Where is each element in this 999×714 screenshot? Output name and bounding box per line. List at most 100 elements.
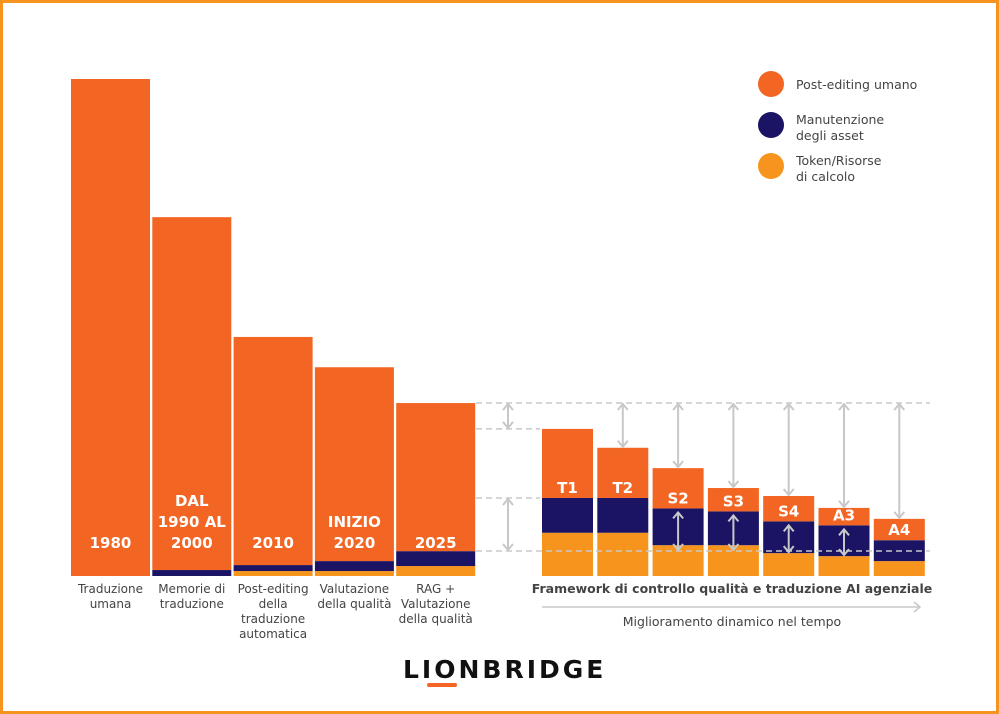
- agentic-bar-post-editing-segment: [652, 468, 704, 509]
- arrow-head-down: [502, 421, 514, 430]
- bar-label: A4: [888, 521, 910, 539]
- savings-arrow-icon: [727, 402, 740, 489]
- historical-bar-asset-maintenance-segment: [314, 561, 394, 572]
- agentic-bar-post-editing-segment: [542, 428, 593, 498]
- agentic-bar-asset-maintenance-segment: [597, 497, 649, 533]
- bar-label: T2: [612, 479, 633, 497]
- agentic-bar-post-editing-segment: [597, 447, 649, 498]
- legend-label: Post-editing umano: [796, 77, 917, 92]
- agentic-bar-post-editing-segment: [873, 518, 925, 541]
- historical-bar-asset-maintenance-segment: [152, 570, 232, 576]
- legend-label: di calcolo: [796, 169, 855, 184]
- historical-bar-asset-maintenance-segment: [233, 565, 313, 572]
- category-label: Traduzione: [77, 582, 143, 596]
- category-label: Valutazione: [401, 597, 471, 611]
- agentic-bar-tokens-segment: [542, 532, 593, 576]
- arrow-head-up: [502, 497, 514, 506]
- bar-label: A3: [833, 506, 855, 524]
- logo-underline: [427, 683, 457, 687]
- arrow-head-down: [502, 543, 514, 552]
- arrow-head-down: [727, 543, 740, 552]
- category-label: traduzione: [241, 612, 305, 626]
- historical-bar-tokens-segment: [233, 571, 313, 576]
- agentic-bar-post-editing-segment: [707, 488, 759, 512]
- historical-bar-post-editing-segment: [71, 79, 150, 576]
- savings-arrow-icon: [838, 402, 850, 509]
- agentic-bar-tokens-segment: [763, 553, 815, 576]
- arrow-head-down: [893, 511, 906, 520]
- arrow-head-down: [672, 543, 684, 552]
- arrow-head-up: [893, 402, 906, 411]
- time-arrow-head: [913, 601, 922, 613]
- arrow-head-up: [782, 523, 795, 532]
- arrow-head-down: [838, 548, 850, 557]
- asset-arrow-icon: [838, 527, 850, 557]
- arrow-head-up: [782, 402, 795, 411]
- agentic-bar-tokens-segment: [597, 532, 649, 576]
- bar-label: S3: [723, 492, 744, 510]
- category-label: della: [259, 597, 288, 611]
- historical-bar-post-editing-segment: [233, 336, 313, 566]
- arrow-head-down: [617, 440, 629, 449]
- bar-label: INIZIO: [328, 513, 381, 531]
- arrow-head-up: [838, 527, 850, 536]
- bar-label: DAL: [175, 492, 209, 510]
- historical-bar-post-editing-segment: [152, 217, 232, 571]
- historical-bar-post-editing-segment: [314, 367, 394, 562]
- arrow-head-down: [727, 480, 740, 489]
- agentic-bar-post-editing-segment: [763, 495, 815, 522]
- gap-arrow-icon: [502, 402, 514, 430]
- arrow-head-up: [672, 510, 684, 520]
- asset-arrow-icon: [672, 510, 684, 552]
- legend-swatch-asset-maintenance: [758, 112, 784, 138]
- agentic-bar-tokens-segment: [818, 556, 870, 576]
- arrow-head-up: [838, 402, 850, 411]
- bar-label: 2025: [415, 534, 457, 552]
- agentic-bar-tokens-segment: [873, 561, 925, 576]
- arrow-head-up: [672, 402, 684, 411]
- bar-label: 2000: [171, 534, 213, 552]
- historical-bar-tokens-segment: [314, 571, 394, 576]
- gap-arrow-icon: [502, 497, 514, 552]
- legend-swatch-post-editing: [758, 71, 784, 97]
- bar-label: S4: [778, 502, 799, 520]
- arrow-head-down: [672, 460, 684, 469]
- arrow-head-up: [727, 513, 740, 523]
- historical-bar-tokens-segment: [396, 566, 476, 576]
- category-label: della qualità: [399, 612, 473, 626]
- arrow-head-up: [617, 402, 629, 411]
- arrow-head-down: [782, 488, 795, 497]
- bar-label: 2020: [334, 534, 376, 552]
- savings-arrow-icon: [893, 402, 906, 520]
- category-label: umana: [90, 597, 132, 611]
- asset-arrow-icon: [782, 523, 795, 554]
- category-label: della qualità: [317, 597, 391, 611]
- asset-arrow-icon: [727, 513, 740, 552]
- bar-label: T1: [557, 479, 578, 497]
- category-label: automatica: [239, 627, 307, 641]
- legend-label: Token/Risorse: [795, 153, 882, 168]
- savings-arrow-icon: [617, 402, 629, 449]
- legend-swatch-tokens: [758, 153, 784, 179]
- agentic-bar-asset-maintenance-segment: [542, 497, 593, 533]
- category-label: traduzione: [160, 597, 224, 611]
- agentic-bar-post-editing-segment: [818, 507, 870, 526]
- time-arrow-icon: [542, 601, 922, 613]
- bar-label: 1980: [90, 534, 132, 552]
- agentic-group-label: Framework di controllo qualità e traduzi…: [532, 581, 932, 596]
- savings-arrow-icon: [782, 402, 795, 497]
- bar-label: 1990 AL: [158, 513, 227, 531]
- bar-label: 2010: [252, 534, 294, 552]
- category-label: Valutazione: [320, 582, 390, 596]
- historical-bar-post-editing-segment: [396, 403, 476, 552]
- savings-arrow-icon: [672, 402, 684, 469]
- bar-label: S2: [667, 489, 688, 507]
- arrow-head-up: [727, 402, 740, 411]
- arrow-head-down: [782, 545, 795, 554]
- arrow-head-up: [502, 402, 514, 411]
- legend-label: Manutenzione: [796, 112, 884, 127]
- time-arrow-label: Miglioramento dinamico nel tempo: [623, 614, 841, 629]
- legend-label: degli asset: [796, 128, 864, 143]
- historical-bar-asset-maintenance-segment: [396, 551, 476, 567]
